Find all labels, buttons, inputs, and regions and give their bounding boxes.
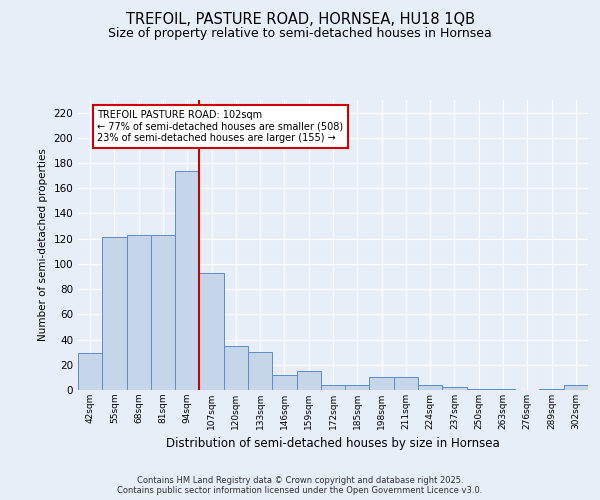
Bar — [539, 388, 564, 390]
Bar — [442, 388, 467, 390]
Bar — [370, 378, 394, 390]
Text: TREFOIL, PASTURE ROAD, HORNSEA, HU18 1QB: TREFOIL, PASTURE ROAD, HORNSEA, HU18 1QB — [125, 12, 475, 28]
Text: Size of property relative to semi-detached houses in Hornsea: Size of property relative to semi-detach… — [108, 28, 492, 40]
X-axis label: Distribution of semi-detached houses by size in Hornsea: Distribution of semi-detached houses by … — [166, 438, 500, 450]
Bar — [224, 346, 248, 390]
Bar — [127, 235, 151, 390]
Bar — [321, 385, 345, 390]
Bar — [272, 375, 296, 390]
Bar — [199, 272, 224, 390]
Bar — [345, 385, 370, 390]
Bar — [175, 170, 199, 390]
Bar — [418, 385, 442, 390]
Bar — [394, 378, 418, 390]
Bar — [102, 238, 127, 390]
Bar — [467, 388, 491, 390]
Text: TREFOIL PASTURE ROAD: 102sqm
← 77% of semi-detached houses are smaller (508)
23%: TREFOIL PASTURE ROAD: 102sqm ← 77% of se… — [97, 110, 344, 144]
Bar — [564, 385, 588, 390]
Bar — [248, 352, 272, 390]
Y-axis label: Number of semi-detached properties: Number of semi-detached properties — [38, 148, 48, 342]
Text: Contains HM Land Registry data © Crown copyright and database right 2025.
Contai: Contains HM Land Registry data © Crown c… — [118, 476, 482, 495]
Bar — [151, 235, 175, 390]
Bar — [78, 354, 102, 390]
Bar — [296, 371, 321, 390]
Bar — [491, 388, 515, 390]
